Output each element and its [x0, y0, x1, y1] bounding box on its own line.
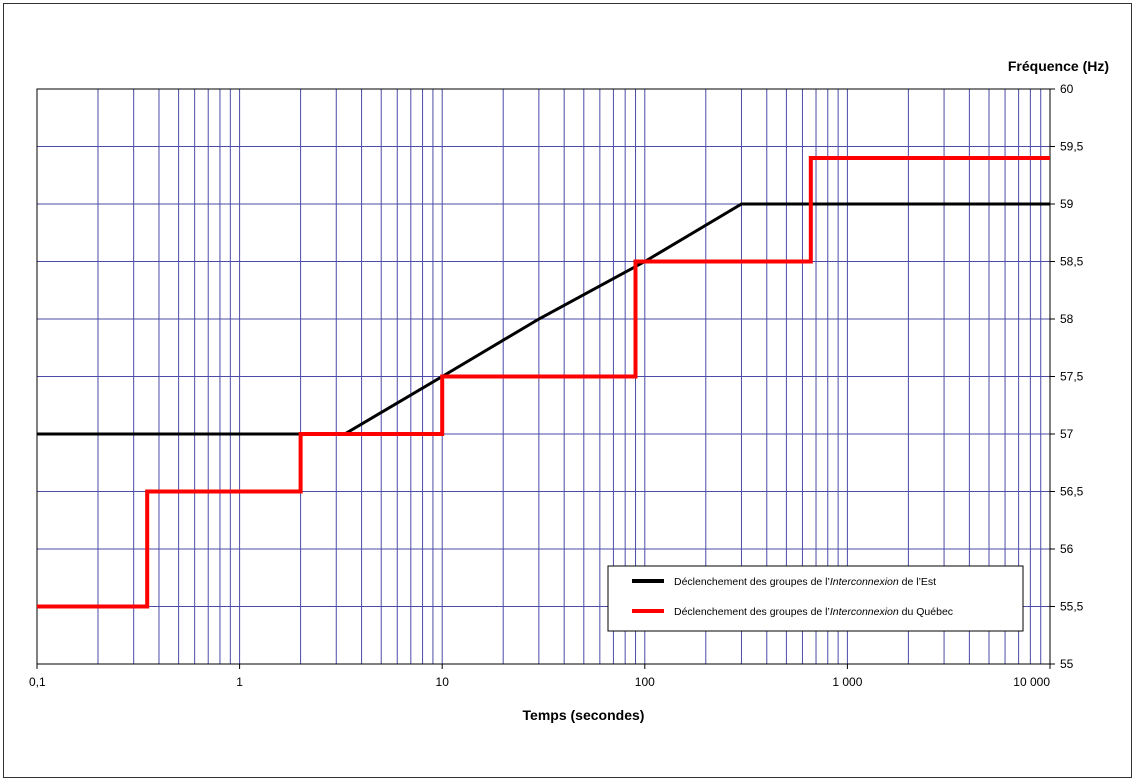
legend-box	[607, 565, 1024, 632]
legend-entry-text-part: Déclenchement des groupes de l’	[674, 606, 830, 618]
y-tick-label: 57	[1060, 427, 1074, 441]
x-tick-label: 10 000	[1013, 675, 1050, 689]
x-tick-label: 1	[236, 675, 243, 689]
y-tick-label: 59	[1060, 197, 1074, 211]
x-axis-ticks: 0,1 1 10 100 1 000 10 000	[29, 664, 1051, 689]
legend-entry-text-part: du Québec	[899, 606, 953, 618]
x-tick-label: 100	[635, 675, 655, 689]
legend-entry-text-part: Interconnexion	[830, 606, 899, 618]
x-tick-label: 0,1	[29, 675, 46, 689]
y-axis-ticks: 55 55,5 56 56,5 57 57,5 58 58,5 59 59,5 60	[1050, 82, 1084, 671]
series-line-2	[37, 156, 1050, 609]
x-tick-label: 1 000	[832, 675, 862, 689]
y-axis-title: Fréquence (Hz)	[1008, 58, 1109, 74]
y-tick-label: 58,5	[1060, 255, 1084, 269]
legend-entry-1: Déclenchement des groupes de l’Interconn…	[674, 576, 936, 588]
y-tick-label: 57,5	[1060, 370, 1084, 384]
y-tick-label: 60	[1060, 82, 1074, 96]
y-tick-label: 56	[1060, 542, 1074, 556]
legend-entry-2: Déclenchement des groupes de l’Interconn…	[674, 606, 953, 618]
y-tick-label: 55,5	[1060, 600, 1084, 614]
legend-entry-text-part: Interconnexion	[830, 576, 899, 588]
y-tick-label: 56,5	[1060, 485, 1084, 499]
legend-entry-text-part: Déclenchement des groupes de l’	[674, 576, 830, 588]
x-axis-title: Temps (secondes)	[523, 707, 645, 723]
x-tick-label: 10	[436, 675, 450, 689]
y-tick-label: 58	[1060, 312, 1074, 326]
legend: Déclenchement des groupes de l’Interconn…	[607, 565, 1024, 632]
legend-entry-text-part: de l’Est	[899, 576, 936, 588]
y-tick-label: 55	[1060, 657, 1074, 671]
y-tick-label: 59,5	[1060, 140, 1084, 154]
series-lines	[37, 156, 1050, 609]
